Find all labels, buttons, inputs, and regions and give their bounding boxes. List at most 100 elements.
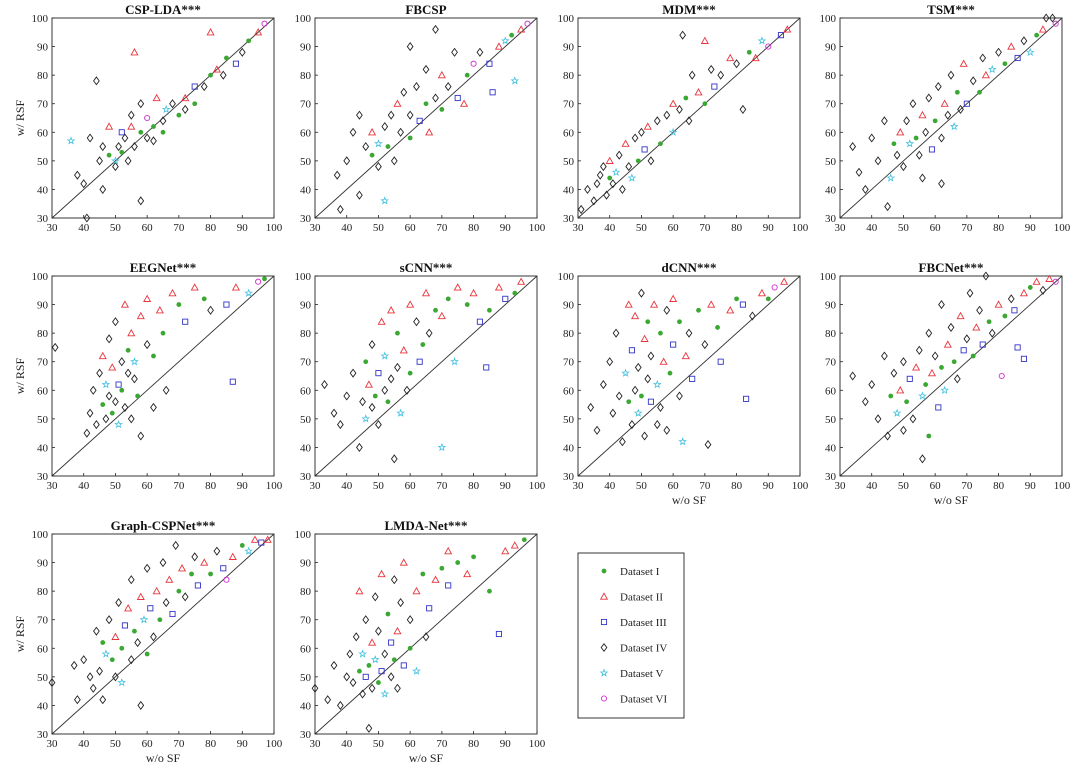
y-tick-label: 60 bbox=[563, 127, 575, 139]
data-point bbox=[459, 99, 469, 107]
data-point bbox=[957, 104, 964, 114]
x-tick-label: 100 bbox=[529, 480, 546, 492]
data-point bbox=[121, 133, 129, 143]
x-tick-label: 90 bbox=[237, 738, 249, 750]
data-point bbox=[74, 695, 81, 705]
data-point bbox=[947, 70, 955, 80]
data-point bbox=[390, 156, 398, 166]
data-point bbox=[717, 70, 725, 80]
data-point bbox=[105, 334, 113, 344]
y-tick-label: 60 bbox=[825, 385, 837, 397]
data-point bbox=[432, 93, 439, 103]
data-point bbox=[152, 586, 161, 595]
x-tick-label: 50 bbox=[898, 480, 910, 492]
data-point bbox=[1011, 307, 1018, 314]
data-point bbox=[337, 420, 344, 430]
panel-title: CSP-LDA*** bbox=[125, 2, 201, 17]
data-point bbox=[947, 322, 955, 332]
data-point bbox=[406, 42, 414, 52]
data-point bbox=[352, 632, 360, 642]
panel-title: FBCSP bbox=[405, 2, 446, 17]
data-point bbox=[239, 543, 245, 548]
data-point bbox=[891, 141, 897, 147]
data-point bbox=[685, 328, 693, 338]
data-point bbox=[212, 65, 221, 73]
data-point bbox=[112, 672, 119, 682]
data-point bbox=[368, 402, 376, 412]
data-point bbox=[375, 626, 382, 636]
x-tick-label: 80 bbox=[468, 738, 480, 750]
identity-line bbox=[577, 275, 801, 477]
data-point bbox=[220, 565, 227, 572]
data-point bbox=[521, 537, 527, 543]
y-tick-label: 70 bbox=[300, 99, 312, 111]
data-point bbox=[223, 576, 230, 583]
y-tick-label: 60 bbox=[825, 127, 837, 139]
data-point bbox=[366, 663, 372, 668]
data-point bbox=[780, 277, 789, 285]
data-point bbox=[189, 571, 194, 577]
data-point bbox=[387, 110, 395, 120]
data-point bbox=[159, 558, 167, 568]
x-tick-label: 70 bbox=[173, 480, 185, 492]
y-tick-label: 80 bbox=[300, 586, 312, 598]
data-point bbox=[99, 142, 107, 152]
data-point bbox=[590, 196, 598, 206]
data-point bbox=[80, 655, 88, 665]
data-point bbox=[915, 345, 923, 355]
y-tick-label: 70 bbox=[300, 357, 312, 369]
data-point bbox=[407, 370, 413, 376]
data-point bbox=[1038, 25, 1048, 33]
data-point bbox=[667, 370, 673, 376]
data-point bbox=[669, 99, 678, 107]
data-point bbox=[694, 88, 703, 96]
data-point bbox=[359, 689, 366, 699]
data-point bbox=[311, 683, 319, 693]
data-point bbox=[93, 420, 100, 430]
y-tick-label: 90 bbox=[37, 558, 49, 570]
data-point bbox=[125, 347, 131, 353]
data-point bbox=[683, 95, 689, 101]
axes-box bbox=[51, 275, 275, 477]
data-point bbox=[494, 283, 504, 291]
data-point bbox=[144, 651, 150, 657]
data-point bbox=[628, 347, 635, 354]
x-tick-label: 40 bbox=[341, 738, 353, 750]
x-tick-label: 90 bbox=[500, 738, 512, 750]
data-point bbox=[390, 454, 398, 464]
data-point bbox=[191, 552, 199, 562]
data-point bbox=[349, 368, 357, 378]
data-point bbox=[1045, 274, 1054, 282]
y-tick-label: 40 bbox=[37, 184, 49, 196]
data-point bbox=[577, 204, 585, 214]
y-tick-label: 30 bbox=[825, 213, 837, 225]
x-tick-label: 30 bbox=[47, 738, 59, 750]
data-point bbox=[471, 554, 476, 560]
data-point bbox=[676, 391, 683, 401]
y-tick-label: 30 bbox=[300, 213, 312, 225]
data-point bbox=[162, 598, 170, 608]
data-point bbox=[639, 393, 644, 399]
data-point bbox=[362, 142, 370, 152]
data-point bbox=[375, 420, 382, 430]
data-point bbox=[118, 357, 126, 367]
data-point bbox=[143, 133, 151, 143]
data-point bbox=[124, 604, 133, 612]
y-tick-label: 70 bbox=[563, 357, 575, 369]
x-tick-label: 50 bbox=[110, 222, 122, 234]
data-point bbox=[715, 325, 720, 330]
data-point bbox=[244, 288, 253, 297]
data-point bbox=[439, 565, 445, 571]
data-point bbox=[689, 375, 696, 382]
data-point bbox=[370, 655, 380, 664]
data-point bbox=[152, 93, 161, 102]
data-point bbox=[464, 302, 470, 307]
data-point bbox=[900, 162, 907, 172]
x-tick-label: 60 bbox=[405, 480, 417, 492]
data-point bbox=[944, 110, 952, 120]
data-point bbox=[909, 414, 917, 424]
x-tick-label: 60 bbox=[930, 222, 942, 234]
